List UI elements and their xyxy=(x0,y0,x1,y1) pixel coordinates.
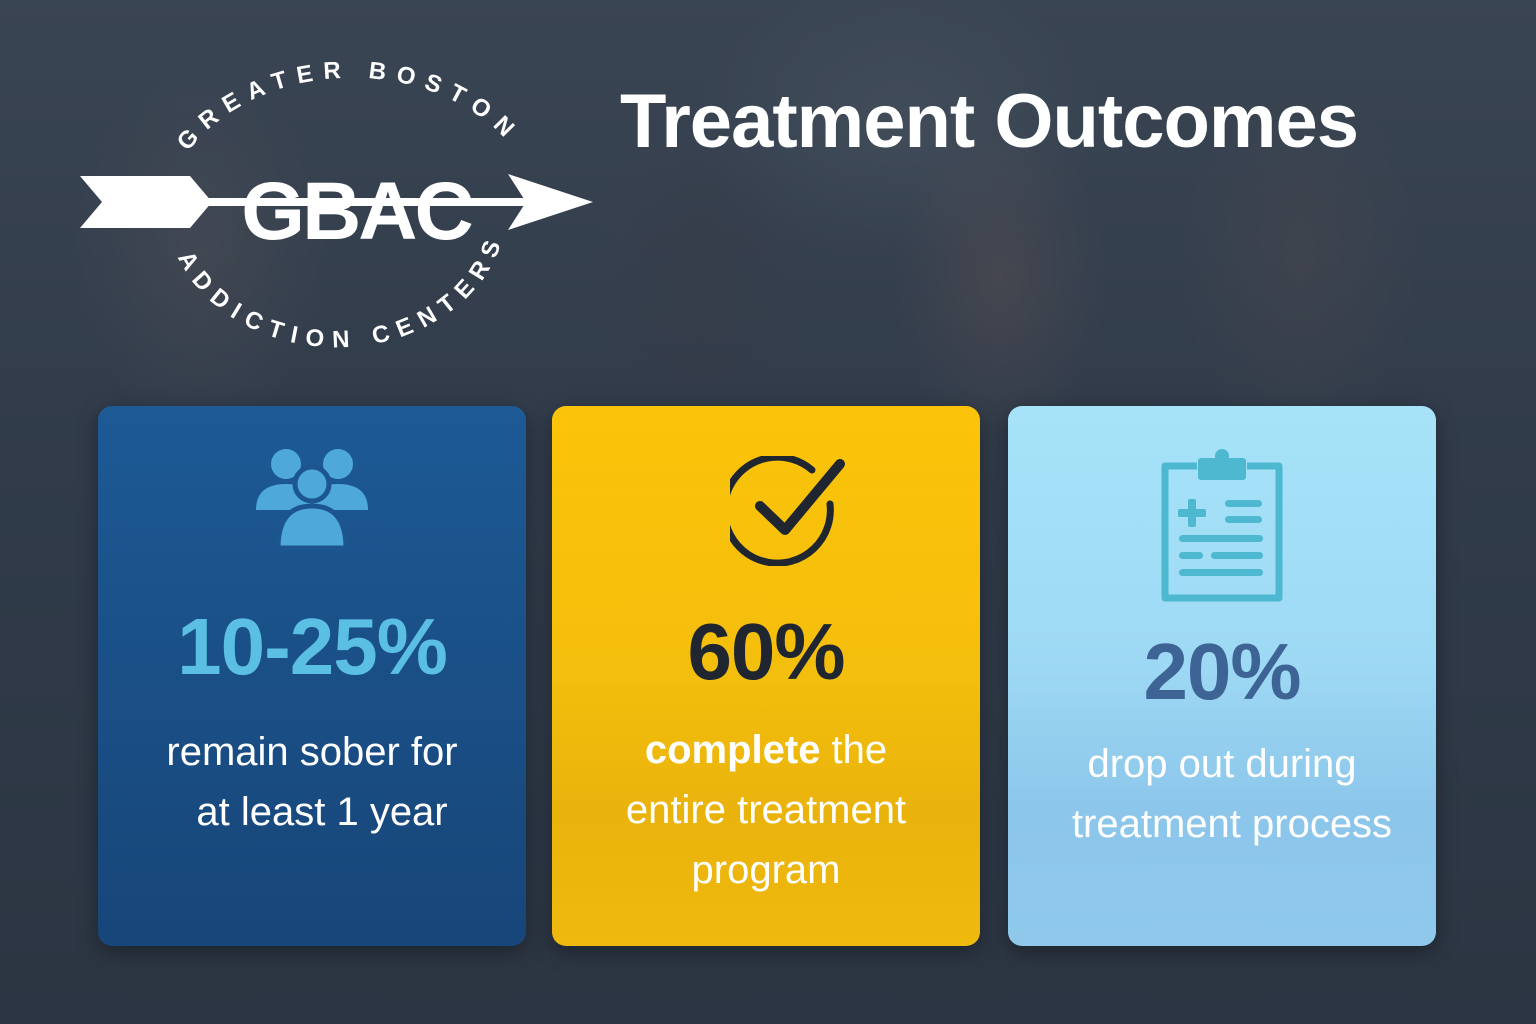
stat-description: complete the entire treatment program xyxy=(552,720,980,900)
desc-line: remain sober for xyxy=(166,730,458,774)
stat-card-dropout: 20% drop out during treatment process xyxy=(1008,406,1436,946)
desc-text: the xyxy=(820,728,888,772)
desc-line: entire treatment xyxy=(625,788,907,832)
arrow-shaft xyxy=(198,198,528,206)
clipboard-medical-icon xyxy=(1157,448,1287,603)
page-title: Treatment Outcomes xyxy=(620,79,1359,164)
gbac-logo: GREATER BOSTON ADDICTION CENTERS GBAC xyxy=(78,56,598,362)
logo-wordmark: GBAC xyxy=(241,166,471,257)
stat-card-sober: 10-25% remain sober for at least 1 year xyxy=(98,406,526,946)
desc-emphasis: complete xyxy=(644,728,821,772)
desc-line: drop out during xyxy=(1087,742,1357,786)
arrow-head-icon xyxy=(508,174,593,230)
arrow-fletching-icon xyxy=(80,176,212,228)
svg-text:GREATER BOSTON: GREATER BOSTON xyxy=(172,62,527,156)
stat-description: drop out during treatment process xyxy=(1008,734,1436,854)
stat-value: 20% xyxy=(1143,627,1301,716)
check-circle-icon xyxy=(720,453,860,567)
stat-value: 60% xyxy=(687,607,845,696)
desc-line: treatment process xyxy=(1071,802,1393,846)
desc-line: complete the xyxy=(552,720,980,780)
desc-line: at least 1 year xyxy=(196,790,448,834)
stat-card-complete: 60% complete the entire treatment progra… xyxy=(552,406,980,946)
stat-value: 10-25% xyxy=(177,602,448,691)
desc-line: program xyxy=(691,848,841,892)
stat-description: remain sober for at least 1 year xyxy=(98,722,526,842)
logo-top-text: GREATER BOSTON xyxy=(172,56,517,155)
group-icon xyxy=(252,446,372,556)
